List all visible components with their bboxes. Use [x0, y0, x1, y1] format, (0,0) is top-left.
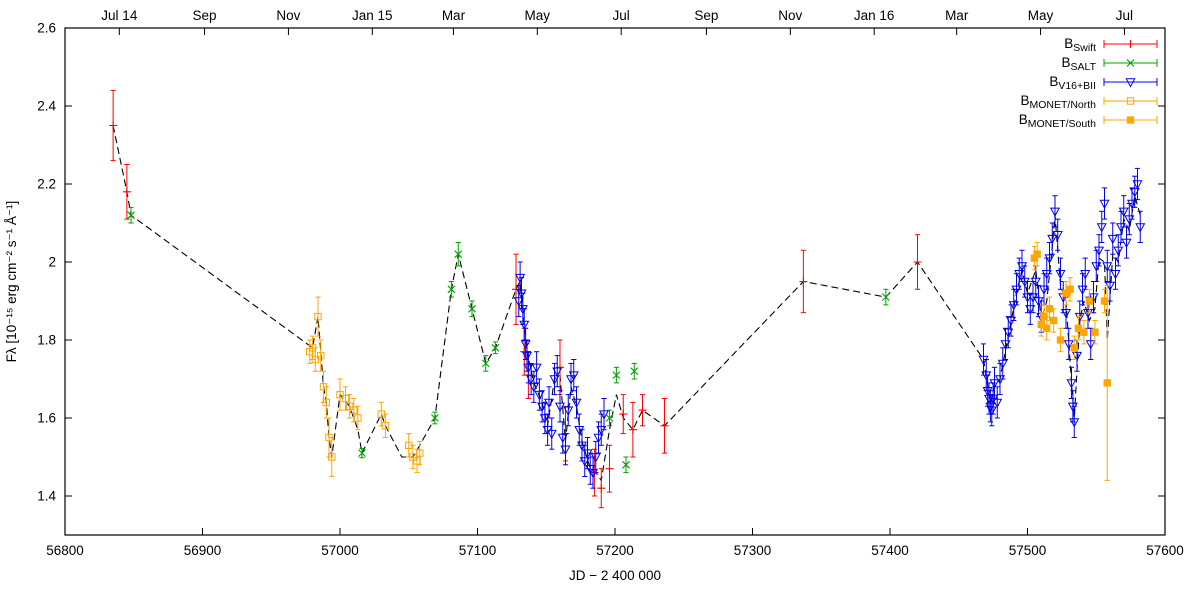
- legend: BSwiftBSALTBV16+BIIBMONET/NorthBMONET/So…: [1019, 36, 1158, 130]
- x-axis: 56800 56900 57000 57100 57200 57300 57400 57500…: [46, 528, 1184, 558]
- legend-label-salt: BSALT: [1062, 55, 1097, 73]
- svg-text:May: May: [1028, 8, 1054, 23]
- legend-label-v16: BV16+BII: [1049, 74, 1096, 92]
- legend-label-monet_south: BMONET/South: [1019, 112, 1096, 130]
- y-axis: 1.4 1.6 1.8 2 2.2 2.4 2.6: [37, 21, 1165, 504]
- dashed-connecting-line: [112, 125, 1141, 482]
- svg-text:57200: 57200: [596, 543, 634, 558]
- svg-text:1.4: 1.4: [37, 489, 56, 504]
- series-salt: [127, 206, 890, 474]
- svg-text:Nov: Nov: [778, 8, 802, 23]
- svg-text:May: May: [525, 8, 551, 23]
- svg-text:56800: 56800: [46, 543, 84, 558]
- svg-text:2.6: 2.6: [37, 21, 56, 36]
- series-v16: [513, 167, 1146, 489]
- svg-text:57600: 57600: [1146, 543, 1184, 558]
- svg-text:2: 2: [48, 255, 56, 270]
- svg-text:Jul: Jul: [1116, 8, 1133, 23]
- svg-text:57400: 57400: [871, 543, 909, 558]
- svg-text:Jul 14: Jul 14: [101, 8, 138, 23]
- legend-label-swift: BSwift: [1064, 36, 1096, 54]
- top-date-axis: Jul 14 Sep Nov Jan 15 Mar May Jul Sep Nov Jan 16 M…: [101, 8, 1133, 35]
- series-monet_north: [306, 296, 424, 477]
- svg-text:2.2: 2.2: [37, 177, 56, 192]
- y-axis-title: Fλ [10⁻¹⁵ erg cm⁻² s⁻¹ Å⁻¹]: [4, 201, 19, 363]
- svg-text:Jan 16: Jan 16: [854, 8, 895, 23]
- series-monet_south: [1030, 242, 1111, 481]
- svg-text:Mar: Mar: [945, 8, 969, 23]
- svg-text:Jul: Jul: [613, 8, 630, 23]
- plot-border: [64, 27, 1166, 536]
- svg-text:57300: 57300: [734, 543, 772, 558]
- svg-text:56900: 56900: [184, 543, 222, 558]
- svg-text:57100: 57100: [459, 543, 497, 558]
- svg-text:57000: 57000: [321, 543, 359, 558]
- legend-label-monet_north: BMONET/North: [1020, 93, 1096, 111]
- svg-text:Sep: Sep: [193, 8, 217, 23]
- x-axis-title: JD − 2 400 000: [569, 568, 661, 583]
- svg-text:2.4: 2.4: [37, 99, 56, 114]
- svg-text:57500: 57500: [1009, 543, 1047, 558]
- svg-text:Sep: Sep: [694, 8, 718, 23]
- svg-text:Jan 15: Jan 15: [352, 8, 393, 23]
- svg-text:1.8: 1.8: [37, 333, 56, 348]
- svg-text:Mar: Mar: [442, 8, 466, 23]
- svg-text:Nov: Nov: [276, 8, 300, 23]
- svg-text:1.6: 1.6: [37, 411, 56, 426]
